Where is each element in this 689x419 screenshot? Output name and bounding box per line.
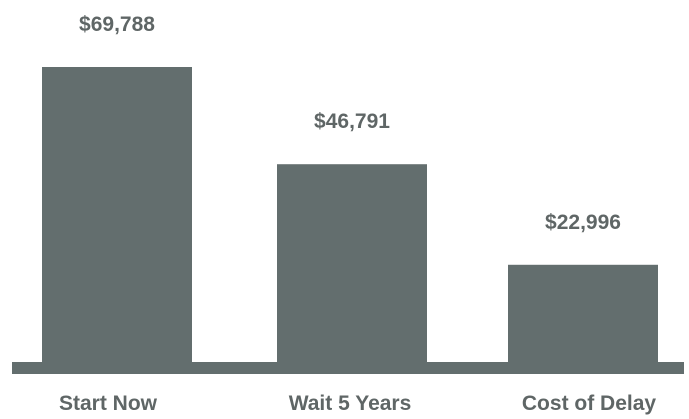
category-labels-group: Start Now Wait 5 Years Cost of Delay: [59, 392, 656, 415]
bar-value-label-3: $22,996: [545, 211, 621, 234]
bar-1: [42, 67, 192, 364]
category-label-3: Cost of Delay: [522, 392, 657, 415]
bar-2: [277, 164, 427, 364]
bar-value-label-2: $46,791: [314, 110, 390, 133]
x-axis-baseline: [12, 362, 684, 374]
bar-3: [508, 264, 658, 364]
category-label-2: Wait 5 Years: [289, 392, 412, 415]
category-label-1: Start Now: [59, 392, 158, 415]
value-labels-group: $69,788 $46,791 $22,996: [79, 13, 621, 234]
bar-value-label-1: $69,788: [79, 13, 155, 36]
bars-group: [42, 67, 658, 364]
